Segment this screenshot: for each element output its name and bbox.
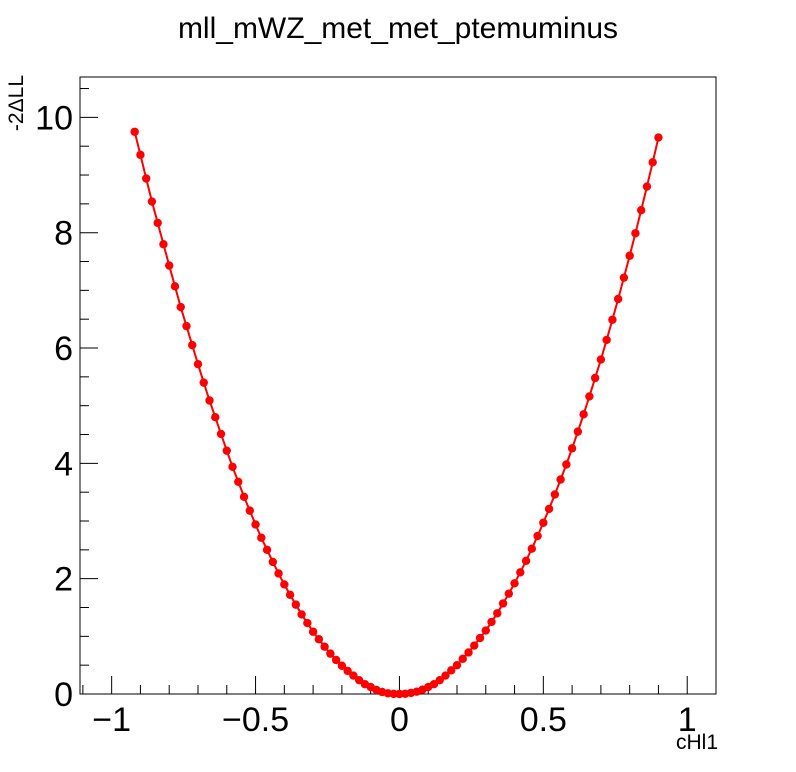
data-point [458, 654, 467, 664]
data-point [613, 294, 623, 304]
data-point [337, 661, 347, 670]
plot-frame [79, 76, 717, 695]
data-point [331, 655, 341, 665]
x-axis-title: cHl1 [676, 731, 718, 754]
data-point [193, 359, 203, 369]
data-point [475, 633, 485, 643]
data-point [141, 174, 151, 183]
data-point [205, 396, 214, 405]
data-point [228, 462, 237, 472]
data-point [326, 649, 335, 658]
data-point [268, 557, 278, 567]
data-point [239, 492, 249, 501]
data-point [435, 675, 444, 685]
data-point [648, 158, 657, 167]
data-point [285, 590, 295, 600]
x-tick-label: −0.5 [222, 701, 289, 739]
data-point [470, 641, 479, 650]
data-point [516, 568, 525, 577]
data-point [153, 218, 162, 228]
data-point [579, 410, 588, 419]
data-point [234, 477, 243, 486]
x-tick-label: 0 [390, 701, 409, 739]
data-point [314, 635, 324, 644]
data-point [539, 518, 548, 527]
data-point [464, 648, 473, 657]
data-point [608, 315, 617, 324]
data-point [291, 600, 301, 609]
data-point [165, 261, 174, 270]
data-point [130, 127, 139, 136]
data-point [550, 490, 560, 499]
data-point [222, 446, 231, 455]
y-tick-label: 6 [54, 330, 73, 368]
y-tick-label: 2 [54, 561, 73, 599]
x-tick-label: −1 [92, 701, 131, 739]
data-point [556, 475, 565, 484]
data-point [262, 545, 272, 555]
data-point [510, 579, 519, 588]
x-tick-label: 1 [678, 701, 697, 739]
data-point [343, 666, 352, 676]
data-point [481, 626, 490, 635]
data-point [441, 671, 450, 680]
data-point [631, 229, 640, 238]
data-point [596, 355, 606, 364]
data-point [320, 642, 329, 651]
y-tick-label: 0 [54, 676, 73, 714]
data-point [487, 617, 496, 627]
data-point [447, 666, 456, 675]
x-axis: −1 −0.5 0 0.5 1 [82, 676, 717, 739]
y-axis-title: -2ΔLL [5, 75, 28, 131]
data-point [136, 150, 145, 160]
data-point [636, 206, 646, 215]
y-tick-label: 8 [54, 215, 73, 253]
data-point [590, 373, 600, 383]
data-point [216, 429, 226, 439]
chart-title: mll_mWZ_met_met_ptemuminus [178, 12, 618, 45]
y-axis: 0 2 4 6 8 10 [35, 88, 98, 714]
data-point [257, 533, 266, 542]
data-point [642, 182, 652, 191]
data-point [521, 556, 531, 565]
data-point [585, 392, 594, 401]
data-point [147, 197, 157, 206]
data-point [544, 504, 554, 514]
data-point [280, 580, 289, 589]
data-point [619, 273, 629, 282]
data-point [533, 531, 542, 541]
data-point [527, 544, 537, 553]
data-point [211, 413, 220, 422]
data-point [303, 618, 312, 628]
data-point [159, 240, 168, 249]
data-point [251, 520, 260, 529]
data-point [199, 378, 208, 387]
y-tick-label: 4 [54, 445, 73, 483]
data-point [498, 599, 508, 608]
data-point [567, 444, 577, 453]
data-point [602, 335, 611, 345]
data-point [188, 340, 197, 350]
data-point [573, 427, 583, 436]
data-point [625, 251, 634, 260]
data-point [182, 321, 191, 331]
data-point [308, 627, 318, 636]
data-point [504, 589, 513, 598]
data-point [493, 609, 502, 618]
data-point [274, 569, 283, 578]
data-point [349, 671, 358, 680]
series-points-group [130, 127, 663, 699]
y-tick-label: 10 [35, 99, 73, 137]
data-point [297, 610, 306, 619]
data-point [170, 282, 180, 291]
data-point [245, 506, 254, 515]
data-point [176, 302, 185, 312]
x-tick-label: 0.5 [520, 701, 567, 739]
data-point [562, 460, 571, 469]
data-point [654, 133, 663, 142]
data-point [452, 660, 462, 670]
